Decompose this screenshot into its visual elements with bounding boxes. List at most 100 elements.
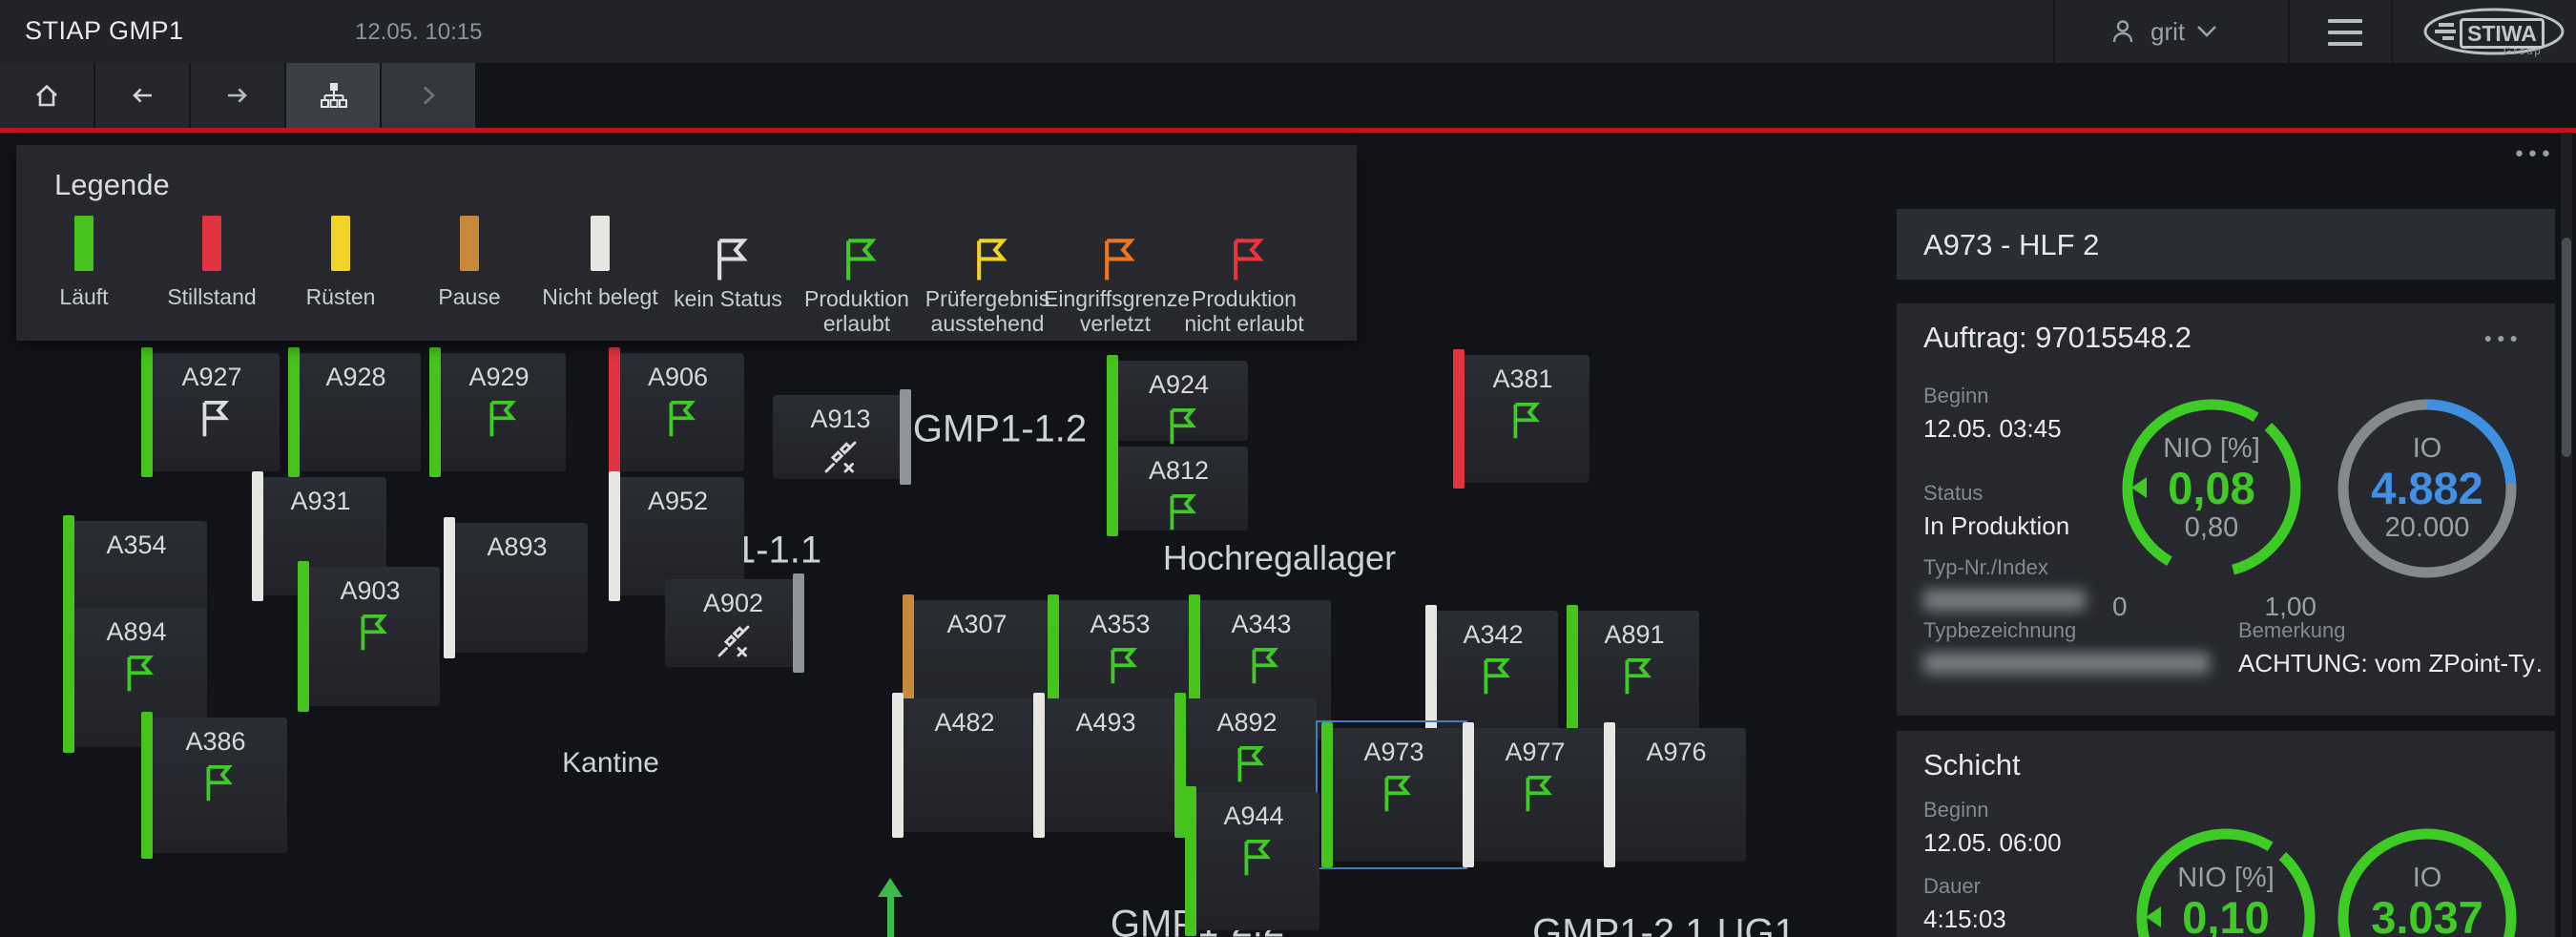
back-icon <box>133 88 152 103</box>
nav-forward-button[interactable] <box>191 63 284 128</box>
machine-label: A812 <box>1148 456 1210 485</box>
flag-icon <box>1244 839 1271 876</box>
machine-label: A354 <box>106 531 167 559</box>
room-label: Hochregallager <box>1162 538 1397 577</box>
legend-item-label: Produktion nicht erlaubt <box>1184 286 1304 337</box>
gauge-label: NIO [%] <box>2177 863 2275 894</box>
gauge-ring <box>2337 399 2517 578</box>
legend-item-label: Eingriffsgrenze verletzt <box>1044 286 1190 337</box>
machine-label: A928 <box>325 363 386 391</box>
machine-a386[interactable]: A386 <box>141 712 287 859</box>
legend-item-label: kein Status <box>674 286 782 311</box>
machine-label: A906 <box>647 363 709 391</box>
machine-a928[interactable]: A928 <box>288 347 421 477</box>
status-bar <box>1604 722 1615 867</box>
hamburger-menu-icon[interactable] <box>2320 15 2370 50</box>
status-bar <box>429 347 441 477</box>
machine-a977[interactable]: A977 <box>1463 722 1605 867</box>
machine-a906[interactable]: A906 <box>609 347 744 477</box>
forward-icon <box>228 88 247 103</box>
legend-item-label: Prüfergebnis ausstehend <box>924 286 1050 337</box>
flag-icon <box>1513 402 1540 439</box>
machine-a342[interactable]: A342 <box>1425 605 1558 748</box>
machine-a929[interactable]: A929 <box>429 347 566 477</box>
machine-a903[interactable]: A903 <box>298 561 440 712</box>
machine-a894[interactable]: A894 <box>63 602 207 753</box>
flag-icon <box>489 400 516 437</box>
status-bar <box>1321 722 1333 867</box>
legend-title: Legende <box>54 168 170 201</box>
machine-a891[interactable]: A891 <box>1567 605 1699 748</box>
auftrag-menu-dots[interactable]: ●●● <box>2483 330 2523 345</box>
machine-a493[interactable]: A493 <box>1033 693 1175 838</box>
scrollbar[interactable] <box>2561 133 2572 937</box>
nav-back-button[interactable] <box>95 63 189 128</box>
legend-item-label: Pause <box>438 284 501 309</box>
navbar <box>0 63 2576 128</box>
flag-icon <box>977 239 1008 281</box>
gauge-auftrag-io: IO 4.882 20.000 <box>2332 393 2523 584</box>
machine-label: A977 <box>1505 738 1566 766</box>
status-bar <box>892 693 904 838</box>
machine-label: A929 <box>468 363 530 391</box>
machine-label: A386 <box>185 727 246 756</box>
room-label: GMP1-1.2 <box>912 407 1088 450</box>
machine-a812[interactable]: A812 <box>1107 441 1248 536</box>
divider <box>2288 0 2290 63</box>
machine-a927[interactable]: A927 <box>141 347 280 477</box>
scrollbar-thumb[interactable] <box>2562 238 2571 457</box>
auftrag-bemerkung: Bemerkung ACHTUNG: vom ZPoint-Ty… <box>2238 618 2544 677</box>
nav-next-button[interactable] <box>382 63 475 128</box>
machine-a902[interactable]: A902 <box>665 573 804 673</box>
flag-icon <box>361 614 387 651</box>
status-bar <box>288 347 300 477</box>
legend-item: Eingriffsgrenze verletzt <box>1044 208 1190 337</box>
machine-a924[interactable]: A924 <box>1107 355 1248 447</box>
machine-label: A891 <box>1604 620 1665 649</box>
schicht-title: Schicht <box>1923 748 2021 781</box>
machine-a482[interactable]: A482 <box>892 693 1034 838</box>
status-bar <box>141 347 153 477</box>
flag-icon <box>717 239 748 281</box>
hierarchy-icon <box>321 83 347 108</box>
floorplan-outlines <box>0 0 286 143</box>
gauge-min: 0 <box>2112 592 2128 621</box>
machine-label: A903 <box>340 576 401 605</box>
machine-a913[interactable]: A913 <box>773 389 911 485</box>
nav-home-button[interactable] <box>0 63 93 128</box>
status-bar <box>1453 349 1465 489</box>
machine-a893[interactable]: A893 <box>444 517 588 658</box>
flag-icon <box>202 400 229 437</box>
machine-a973[interactable]: A973 <box>1316 720 1467 869</box>
auftrag-card: Auftrag: 97015548.2 ●●● Beginn 12.05. 03… <box>1897 303 2555 716</box>
nav-hierarchy-button[interactable] <box>286 63 380 128</box>
schicht-card: Schicht Beginn 12.05. 06:00 Dauer 4:15:0… <box>1897 731 2555 937</box>
disconnected-icon <box>717 625 749 657</box>
legend-item: Nicht belegt <box>529 208 672 309</box>
schicht-dauer: Dauer 4:15:03 <box>1923 874 2006 933</box>
legend-item-label: Rüsten <box>305 284 376 309</box>
gauge-ring <box>2121 398 2302 579</box>
machine-a944[interactable]: A944 <box>1185 786 1319 936</box>
room-label: GMP1-2.1 UG1 <box>1532 911 1796 937</box>
machine-a976[interactable]: A976 <box>1604 722 1746 867</box>
flag-icon <box>1384 775 1411 812</box>
legend-status-swatch <box>460 216 479 271</box>
gauge-max: 1,00 <box>2264 592 2317 621</box>
auftrag-typnr: Typ-Nr./Index <box>1923 555 2086 611</box>
gauge-auftrag-nio: NIO [%] 0,08 0,80 0 1,00 <box>2112 393 2316 621</box>
flow-arrow-icon <box>878 878 903 937</box>
legend-item: kein Status <box>656 208 800 311</box>
machine-a952[interactable]: A952 <box>609 471 744 601</box>
username: grit <box>2150 16 2186 46</box>
next-icon <box>424 86 436 105</box>
legend-panel: Legende Läuft Stillstand Rüsten Pause Nicht … <box>16 145 1357 341</box>
machine-a381[interactable]: A381 <box>1453 349 1589 489</box>
status-bar <box>1033 693 1045 838</box>
machine-label: A952 <box>647 487 709 515</box>
status-bar <box>900 389 911 485</box>
panel-menu-dots[interactable]: ●●● <box>2514 145 2555 161</box>
user-menu[interactable]: grit <box>2107 0 2217 63</box>
stiwa-logo: STIWA Group <box>2421 6 2566 57</box>
status-bar <box>1185 786 1196 936</box>
